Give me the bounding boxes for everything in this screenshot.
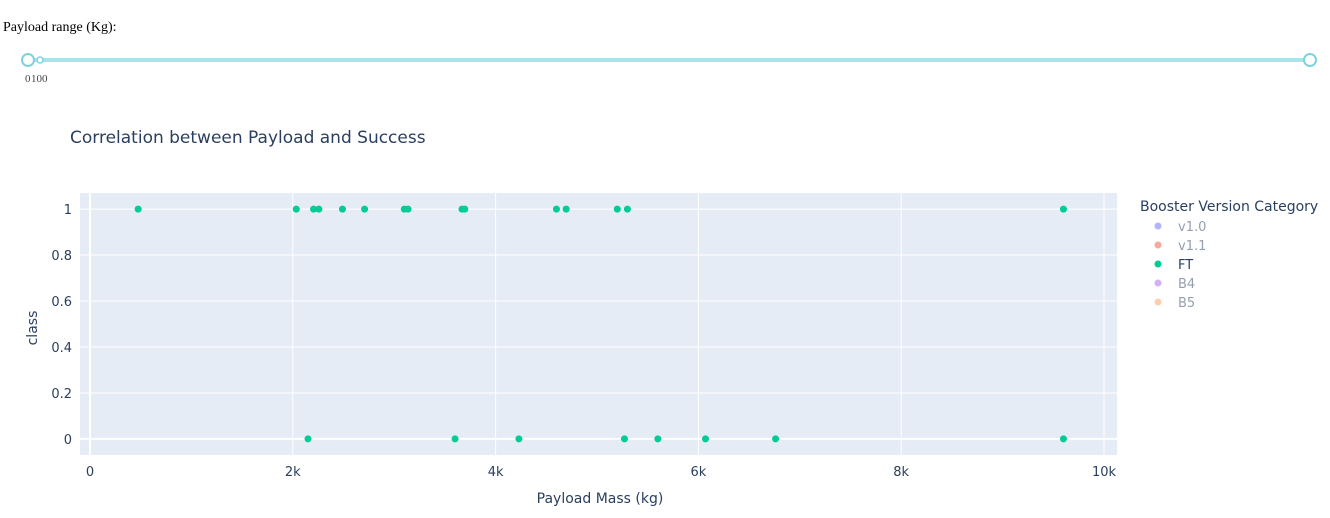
legend-item-b5[interactable]: B5 <box>1154 296 1196 311</box>
legend-marker <box>1154 279 1162 287</box>
data-point <box>654 435 662 443</box>
y-tick-label: 0.4 <box>51 341 72 356</box>
legend-label: v1.1 <box>1178 239 1206 254</box>
data-point <box>451 435 459 443</box>
data-point <box>292 205 300 213</box>
chart-title: Correlation between Payload and Success <box>70 128 426 148</box>
legend-item-v1-1[interactable]: v1.1 <box>1154 239 1207 254</box>
data-point <box>613 205 621 213</box>
data-point <box>772 435 780 443</box>
slider-mark-dot <box>36 56 44 64</box>
y-tick-label: 0.6 <box>51 295 72 310</box>
y-axis-label: class <box>25 311 41 346</box>
data-point <box>404 205 412 213</box>
x-tick-label: 8k <box>893 465 909 480</box>
data-point <box>338 205 346 213</box>
x-tick-label: 10k <box>1092 465 1117 480</box>
legend[interactable]: v1.0 v1.1 FT B4 B5 <box>1154 220 1207 311</box>
data-point <box>134 205 142 213</box>
legend-marker <box>1154 222 1162 230</box>
legend-label: FT <box>1178 258 1193 273</box>
y-tick-label: 0 <box>64 433 72 448</box>
data-point <box>1059 435 1067 443</box>
slider-handle-min[interactable] <box>21 53 35 67</box>
data-point <box>701 435 709 443</box>
data-point <box>620 435 628 443</box>
legend-marker <box>1154 241 1162 249</box>
x-tick-label: 6k <box>690 465 706 480</box>
x-axis-label: Payload Mass (kg) <box>537 491 664 507</box>
payload-range-label: Payload range (Kg): <box>3 20 117 35</box>
slider-handle-max[interactable] <box>1303 53 1317 67</box>
legend-item-ft[interactable]: FT <box>1154 258 1194 273</box>
data-point <box>361 205 369 213</box>
y-tick-label: 0.2 <box>51 387 72 402</box>
x-tick-label: 2k <box>285 465 301 480</box>
y-tick-label: 0.8 <box>51 249 72 264</box>
legend-label: v1.0 <box>1178 220 1206 235</box>
data-point <box>1059 205 1067 213</box>
legend-item-v1-0[interactable]: v1.0 <box>1154 220 1207 235</box>
payload-range-slider[interactable]: 0 100 <box>0 48 1330 88</box>
y-gridlines <box>80 208 1117 440</box>
legend-title: Booster Version Category <box>1140 199 1318 215</box>
x-tick-label: 4k <box>488 465 504 480</box>
legend-label: B4 <box>1178 277 1195 292</box>
data-point <box>562 205 570 213</box>
plot-area[interactable] <box>80 193 1117 455</box>
slider-mark-label: 100 <box>31 73 48 85</box>
data-point <box>515 435 523 443</box>
payload-success-chart: Correlation between Payload and Success … <box>25 128 1318 507</box>
data-point <box>623 205 631 213</box>
slider-mark-label: 0 <box>25 73 31 85</box>
data-point <box>304 435 312 443</box>
data-point <box>552 205 560 213</box>
data-point <box>310 205 318 213</box>
legend-marker <box>1154 260 1162 268</box>
data-point <box>315 205 323 213</box>
x-gridlines <box>89 193 1105 455</box>
x-tick-label: 0 <box>86 465 94 480</box>
data-point <box>461 205 469 213</box>
y-tick-labels: 0 0.2 0.4 0.6 0.8 1 <box>51 203 72 448</box>
payload-range-slider-svg[interactable] <box>0 48 1330 78</box>
x-tick-labels: 0 2k 4k 6k 8k 10k <box>86 465 1117 480</box>
data-points <box>134 205 1067 443</box>
legend-marker <box>1154 298 1162 306</box>
y-tick-label: 1 <box>64 203 72 218</box>
legend-item-b4[interactable]: B4 <box>1154 277 1196 292</box>
legend-label: B5 <box>1178 296 1195 311</box>
